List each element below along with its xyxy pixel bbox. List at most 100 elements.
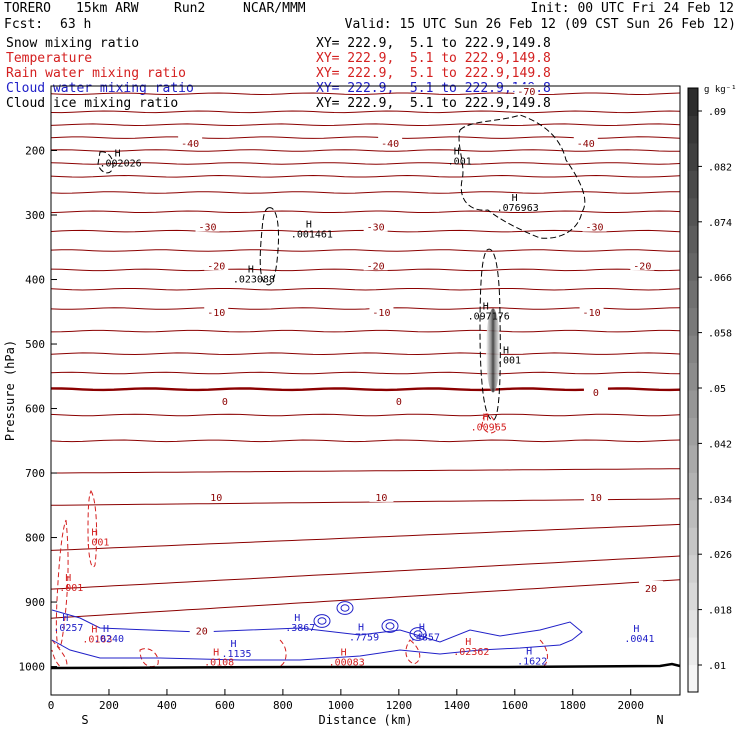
max-h-7: H xyxy=(483,412,489,423)
snow-shading xyxy=(486,308,501,393)
ice-blob xyxy=(259,207,279,286)
max-h-2: H xyxy=(248,265,254,276)
max-label-14: .0257 xyxy=(53,623,83,634)
max-h-8: H xyxy=(91,527,97,538)
y-tick-label-8: 1000 xyxy=(19,661,46,674)
temp-label-16: 10 xyxy=(210,493,222,504)
cbar-seg-19 xyxy=(688,142,698,171)
cbar-tick-label-7: .066 xyxy=(708,273,732,284)
temp-label-bg-5 xyxy=(363,219,388,232)
temp-label-bg-8 xyxy=(363,258,388,271)
terrain-surface xyxy=(50,662,681,670)
frame xyxy=(50,85,681,696)
temp-label-5: -30 xyxy=(367,223,385,234)
temp-label-bg-18 xyxy=(583,489,608,502)
max-label-21: .0041 xyxy=(624,634,654,645)
header-org: NCAR/MMM xyxy=(243,1,306,16)
cbar-seg-8 xyxy=(688,444,698,473)
temp-label-bg-3 xyxy=(573,135,598,148)
max-label-11: .0108 xyxy=(204,657,234,668)
isotherm-17 xyxy=(50,387,681,392)
temp-label-19: 20 xyxy=(645,584,657,595)
legend-field-3: Cloud water mixing ratio xyxy=(6,81,194,96)
max-label-16: .1135 xyxy=(221,649,251,660)
isotherm-4 xyxy=(50,149,681,152)
cbar-unit: g kg⁻¹ xyxy=(704,85,737,95)
cbar-tick-label-10: .09 xyxy=(708,107,726,118)
cloud-core-1-1 xyxy=(336,601,354,615)
isotherm-2 xyxy=(50,123,681,127)
temp-label-14: 0 xyxy=(396,397,402,408)
temp-label-bg-4 xyxy=(195,219,220,232)
max-label-8: .001 xyxy=(85,537,109,548)
header-resolution: 15km ARW xyxy=(76,1,139,16)
max-h-1: H xyxy=(306,220,312,231)
cloud-core-2-1 xyxy=(381,619,399,633)
cbar-seg-0 xyxy=(688,664,698,693)
temp-label-bg-12 xyxy=(579,304,604,317)
y-tick-label-6: 800 xyxy=(25,532,45,545)
temp-label-13: 0 xyxy=(222,397,228,408)
ice-upper xyxy=(458,114,586,239)
cloud-core-2-0 xyxy=(385,622,395,630)
x-tick-label-10: 2000 xyxy=(617,699,644,712)
y-tick-label-3: 500 xyxy=(25,338,45,351)
cbar-seg-18 xyxy=(688,170,698,199)
cbar-frame xyxy=(687,87,699,693)
isotherm-1 xyxy=(50,110,681,114)
temp-label-bg-19 xyxy=(639,580,664,593)
temp-label-11: -10 xyxy=(372,308,390,319)
cbar-seg-3 xyxy=(688,582,698,611)
max-h-18: H xyxy=(358,623,364,634)
x-tick-label-0: 0 xyxy=(48,699,55,712)
x-tick-label-2: 400 xyxy=(157,699,177,712)
temp-label-bg-15 xyxy=(583,384,608,397)
legend-xy-2: XY= 222.9, 5.1 to 222.9,149.8 xyxy=(316,66,551,81)
temp-label-bg-14 xyxy=(386,393,411,406)
isotherm-6 xyxy=(50,174,681,178)
temp-label-6: -30 xyxy=(585,223,603,234)
max-label-1: .001461 xyxy=(291,230,333,241)
max-label-3: .001 xyxy=(448,157,472,168)
cbar-tick-label-6: .058 xyxy=(708,329,732,340)
x-end-right: N xyxy=(656,713,663,727)
x-tick-label-7: 1400 xyxy=(444,699,471,712)
legend-field-1: Temperature xyxy=(6,51,93,66)
max-h-9: H xyxy=(65,573,71,584)
cbar-tick-label-2: .026 xyxy=(708,550,732,561)
temp-label-1: -40 xyxy=(181,139,199,150)
temp-label-0: -70 xyxy=(517,87,535,98)
max-label-12: .00083 xyxy=(329,657,365,668)
isotherm-0 xyxy=(50,92,681,96)
isotherm-7 xyxy=(50,191,680,194)
cloud-ice-contours xyxy=(97,114,586,421)
cbar-seg-16 xyxy=(688,225,698,254)
header-init: Init: 00 UTC Fri 24 Feb 12 xyxy=(530,1,735,16)
legend-field-0: Snow mixing ratio xyxy=(6,36,140,51)
legend-field-2: Rain water mixing ratio xyxy=(6,66,187,81)
max-label-13: .02362 xyxy=(453,647,489,658)
rain-sfc-2 xyxy=(139,648,159,668)
legend-xy-4: XY= 222.9, 5.1 to 222.9,149.8 xyxy=(316,96,551,111)
isotherm-15 xyxy=(50,352,681,356)
isotherm-12 xyxy=(50,288,681,291)
cbar-seg-2 xyxy=(688,609,698,638)
cloud-core-3-1 xyxy=(409,627,427,641)
snow-core xyxy=(486,308,501,393)
legend-xy-1: XY= 222.9, 5.1 to 222.9,149.8 xyxy=(316,51,551,66)
temp-label-bg-6 xyxy=(582,219,607,232)
isotherm-13 xyxy=(50,307,681,310)
cbar-seg-11 xyxy=(688,362,698,391)
x-tick-label-4: 800 xyxy=(273,699,293,712)
x-tick-label-5: 1000 xyxy=(328,699,355,712)
rain-contours xyxy=(51,413,548,669)
cbar-tick-label-4: .042 xyxy=(708,439,732,450)
y-tick-label-1: 300 xyxy=(25,209,45,222)
temp-label-8: -20 xyxy=(367,261,385,272)
temp-label-10: -10 xyxy=(207,308,225,319)
max-h-4: H xyxy=(512,193,518,204)
temp-label-15: 0 xyxy=(593,388,599,399)
max-h-5: H xyxy=(483,302,489,313)
